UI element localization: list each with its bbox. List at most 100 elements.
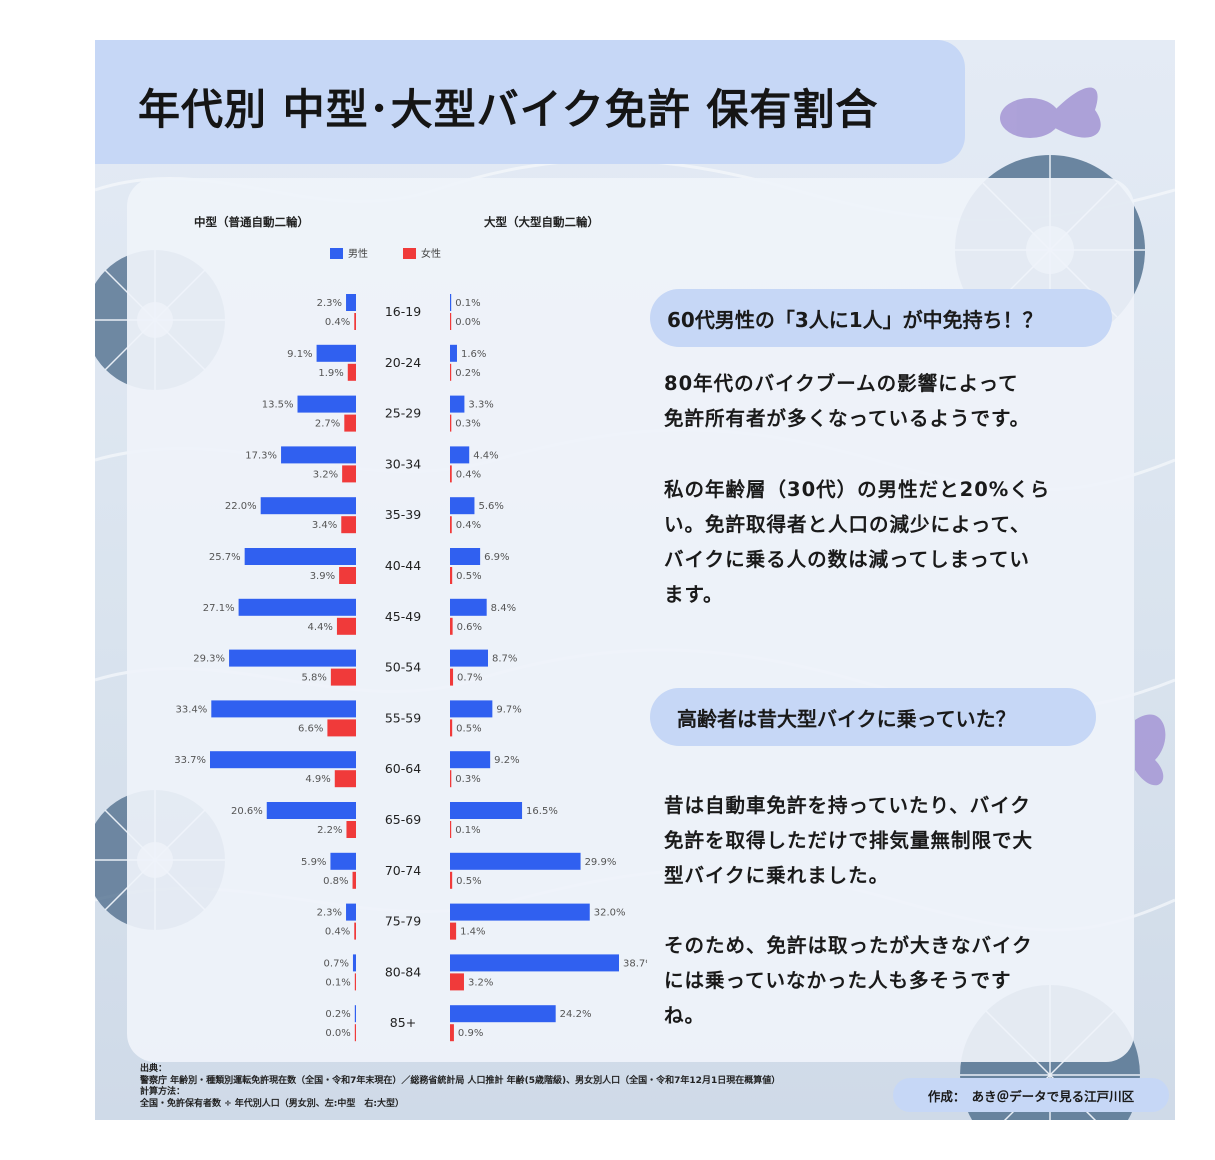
large-female-value-label: 0.5% [456, 571, 481, 582]
age-label: 16-19 [385, 304, 421, 319]
callout-middle-license: 60代男性の「3人に1人」が中免持ち！？ [650, 289, 1112, 347]
legend-swatch-female [403, 248, 416, 259]
large-male-bar [450, 700, 493, 718]
middle-female-bar [336, 617, 356, 635]
middle-female-bar [346, 821, 356, 838]
middle-male-value-label: 20.6% [231, 806, 263, 817]
legend-label-male: 男性 [348, 247, 368, 260]
large-female-bar [450, 973, 464, 991]
left-panel-title: 中型（普通自動二輪） [194, 215, 309, 229]
large-male-bar [450, 395, 465, 413]
large-male-bar [450, 344, 457, 362]
large-male-value-label: 4.4% [473, 450, 498, 461]
large-female-bar [450, 313, 452, 330]
middle-male-value-label: 2.3% [317, 298, 342, 309]
large-female-bar [450, 719, 453, 737]
middle-male-bar [211, 700, 356, 718]
middle-female-bar [341, 516, 356, 534]
large-female-bar [450, 414, 452, 432]
large-female-value-label: 0.4% [456, 520, 481, 531]
middle-male-bar [244, 548, 356, 565]
legend-swatch-male [330, 248, 343, 259]
large-male-bar [450, 954, 619, 972]
large-female-bar [450, 668, 454, 686]
middle-male-bar [346, 903, 356, 921]
method-line: 全国・免許保有者数 ÷ 年代別人口（男女別、左:中型 右:大型） [140, 1098, 405, 1109]
middle-female-bar [342, 465, 356, 483]
middle-male-bar [352, 954, 356, 972]
middle-male-value-label: 22.0% [225, 501, 257, 512]
large-male-bar [450, 751, 491, 769]
age-label: 70-74 [385, 863, 421, 878]
large-female-value-label: 0.4% [456, 469, 481, 480]
age-label: 75-79 [385, 914, 421, 929]
middle-male-value-label: 33.4% [176, 704, 208, 715]
middle-female-bar [330, 668, 356, 686]
middle-male-bar [238, 598, 356, 616]
middle-female-value-label: 0.0% [325, 1028, 350, 1039]
middle-female-bar [344, 414, 356, 432]
middle-female-value-label: 0.1% [325, 977, 350, 988]
paragraph-conclusion: そのため、免許は取ったが大きなバイク には乗っていなかった人も多そうです ね。 [664, 934, 1033, 1027]
large-female-bar [450, 516, 452, 534]
middle-female-value-label: 1.9% [318, 368, 343, 379]
middle-male-value-label: 0.7% [324, 958, 349, 969]
large-male-bar [450, 649, 488, 667]
middle-male-bar [316, 344, 356, 362]
large-female-value-label: 0.2% [455, 368, 480, 379]
large-male-value-label: 8.7% [492, 654, 517, 665]
middle-male-bar [297, 395, 356, 413]
middle-female-value-label: 2.2% [317, 825, 342, 836]
page-title: 年代別 中型･大型バイク免許 保有割合 [138, 85, 879, 134]
large-male-value-label: 1.6% [461, 349, 486, 360]
middle-female-value-label: 3.9% [310, 571, 335, 582]
middle-female-bar [354, 973, 356, 991]
middle-male-bar [330, 852, 356, 870]
large-female-bar [450, 465, 452, 483]
large-female-value-label: 0.3% [455, 774, 480, 785]
large-male-bar [450, 598, 487, 616]
large-female-value-label: 0.1% [455, 825, 480, 836]
age-label: 55-59 [385, 710, 421, 725]
large-male-value-label: 9.7% [496, 704, 521, 715]
paragraph-bike-boom: 80年代のバイクブームの影響によって 免許所有者が多くなっているようです。 [664, 372, 1031, 430]
large-male-bar [450, 548, 481, 565]
age-label: 50-54 [385, 660, 421, 675]
age-label: 45-49 [385, 609, 421, 624]
middle-female-value-label: 3.4% [312, 520, 337, 531]
middle-male-bar [229, 649, 356, 667]
large-female-value-label: 1.4% [460, 927, 485, 938]
middle-female-value-label: 5.8% [301, 673, 326, 684]
large-female-bar [450, 770, 452, 788]
paragraph-old-rules: 昔は自動車免許を持っていたり、バイク 免許を取得しただけで排気量無制限で大 型バ… [664, 794, 1034, 887]
large-female-bar [450, 363, 452, 381]
large-female-bar [450, 871, 453, 889]
source-heading: 出典： [140, 1064, 168, 1074]
middle-male-bar [210, 751, 356, 769]
large-male-bar [450, 497, 475, 515]
age-label: 30-34 [385, 456, 421, 471]
middle-female-value-label: 0.8% [323, 876, 348, 887]
middle-male-bar [281, 446, 356, 464]
middle-female-bar [354, 922, 356, 940]
middle-male-value-label: 27.1% [203, 603, 235, 614]
large-female-value-label: 0.3% [455, 419, 480, 430]
paragraph-thirties: 私の年齢層（30代）の男性だと20%くら い。免許取得者と人口の減少によって、 … [664, 478, 1051, 606]
large-male-value-label: 24.2% [560, 1009, 592, 1020]
large-female-value-label: 0.5% [456, 723, 481, 734]
age-label: 25-29 [385, 406, 421, 421]
large-male-bar [450, 1005, 556, 1023]
middle-female-bar [334, 770, 356, 788]
age-label: 35-39 [385, 507, 421, 522]
middle-female-value-label: 6.6% [298, 723, 323, 734]
middle-male-value-label: 9.1% [287, 349, 312, 360]
middle-male-value-label: 5.9% [301, 857, 326, 868]
large-male-value-label: 29.9% [585, 857, 617, 868]
large-male-value-label: 9.2% [494, 755, 519, 766]
large-female-bar [450, 821, 452, 838]
large-female-bar [450, 567, 453, 584]
license-ratio-chart: 中型（普通自動二輪） 大型（大型自動二輪） 男性 女性 16-19 2.3% 0.4… [174, 215, 647, 1042]
right-panel-title: 大型（大型自動二輪） [484, 215, 599, 229]
large-male-value-label: 38.7% [623, 958, 647, 969]
large-female-value-label: 0.6% [457, 622, 482, 633]
